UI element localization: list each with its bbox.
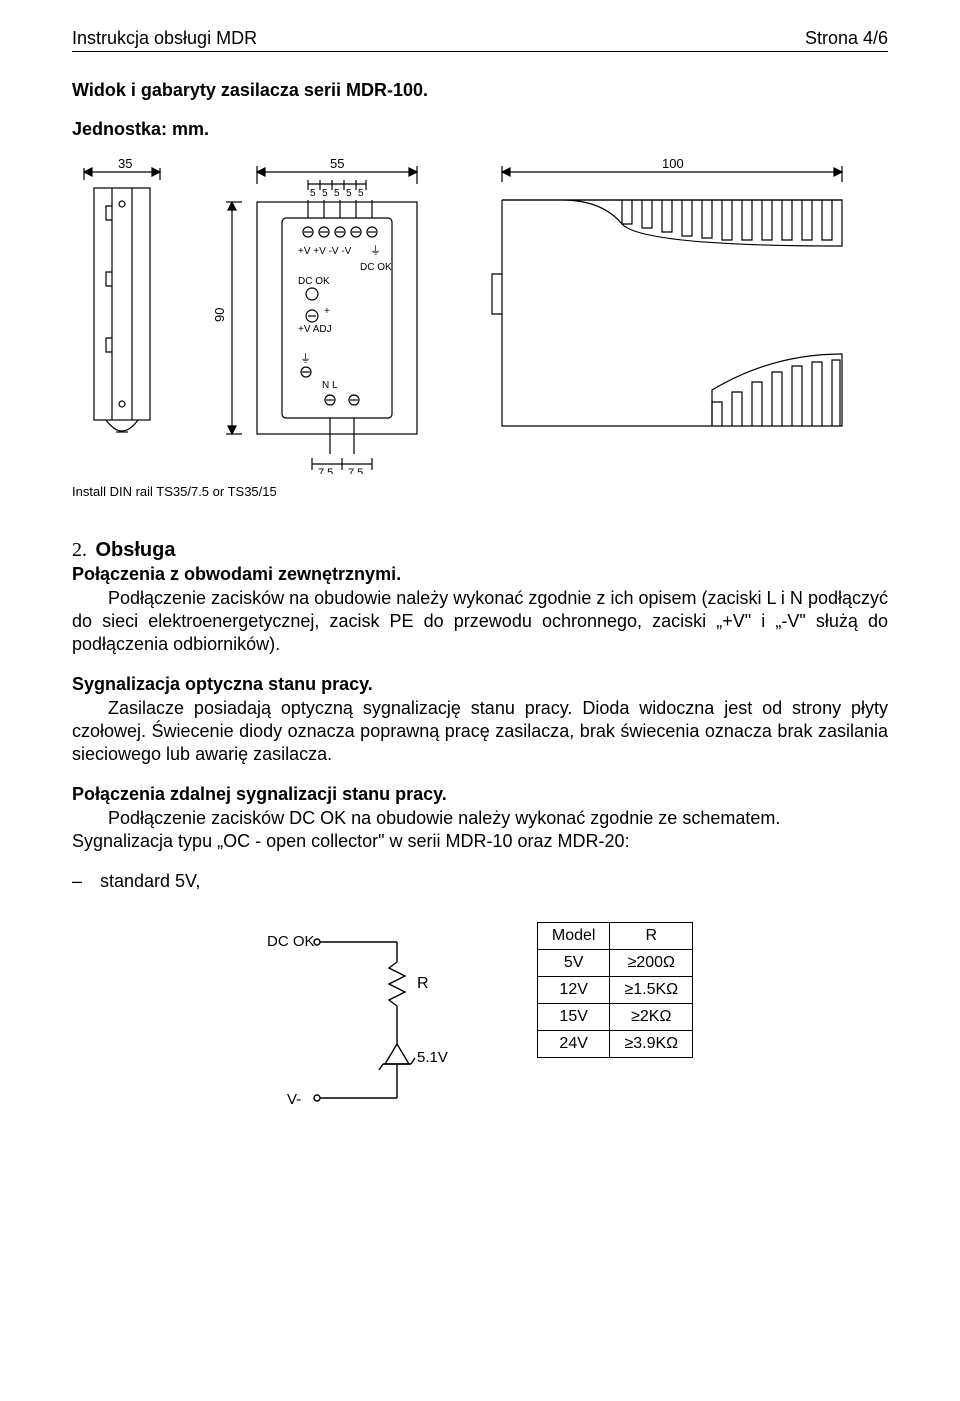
cell-model: 15V xyxy=(537,1004,610,1031)
label-dcok-l: DC OK xyxy=(298,276,330,287)
dim-pitch-4: 5 xyxy=(358,188,364,199)
table-row: 24V ≥3.9KΩ xyxy=(537,1031,692,1058)
dim-pitch-1: 5 xyxy=(322,188,328,199)
table-header-row: Model R xyxy=(537,923,692,950)
bullet-dash: – xyxy=(72,871,100,892)
dim-55: 55 xyxy=(330,156,344,171)
label-dcok-r: DC OK xyxy=(360,262,392,273)
cell-model: 5V xyxy=(537,950,610,977)
section-num: 2. xyxy=(72,539,87,561)
table-row: 5V ≥200Ω xyxy=(537,950,692,977)
cell-model: 24V xyxy=(537,1031,610,1058)
schematic-oc: DC OK R 5.1V V- xyxy=(267,922,507,1122)
label-dcok: DC OK xyxy=(267,933,315,950)
para-connections: Podłączenie zacisków na obudowie należy … xyxy=(72,587,888,656)
para-remote-a: Podłączenie zacisków DC OK na obudowie n… xyxy=(72,807,888,830)
header-rule xyxy=(72,51,888,52)
subheading-connections: Połączenia z obwodami zewnętrznymi. xyxy=(72,564,888,585)
dim-35: 35 xyxy=(118,156,132,171)
unit-line: Jednostka: mm. xyxy=(72,119,888,140)
header-right: Strona 4/6 xyxy=(805,28,888,49)
dim-100: 100 xyxy=(662,156,684,171)
page-header: Instrukcja obsługi MDR Strona 4/6 xyxy=(72,28,888,51)
label-r: R xyxy=(417,975,429,992)
th-model: Model xyxy=(537,923,610,950)
label-vminus: V- xyxy=(287,1091,301,1108)
label-terminals: +V +V -V -V xyxy=(298,246,352,257)
label-earth: ⏚ xyxy=(300,352,311,365)
dim-pitch-2: 5 xyxy=(334,188,340,199)
dim-7p5-l: 7.5 xyxy=(318,467,333,474)
label-ground: ⏚ xyxy=(370,244,381,257)
dim-90: 90 xyxy=(212,308,227,322)
label-plus: + xyxy=(324,306,330,317)
table-row: 12V ≥1.5KΩ xyxy=(537,977,692,1004)
para-remote-b: Sygnalizacja typu „OC - open collector" … xyxy=(72,830,888,853)
th-r: R xyxy=(610,923,693,950)
bullet-standard-5v: – standard 5V, xyxy=(72,871,888,892)
label-nl: N L xyxy=(322,380,338,391)
cell-r: ≥1.5KΩ xyxy=(610,977,693,1004)
drawing-front: 55 5 5 5 5 5 +V +V -V -V ⏚ DC OK DC OK +… xyxy=(212,154,462,474)
label-vadj: +V ADJ xyxy=(298,324,332,335)
drawing-left: 35 xyxy=(72,154,202,454)
para-optical: Zasilacze posiadają optyczną sygnalizacj… xyxy=(72,697,888,766)
bullet-text: standard 5V, xyxy=(100,871,200,892)
section-2-heading: 2. Obsługa xyxy=(72,539,888,562)
subheading-remote: Połączenia zdalnej sygnalizacji stanu pr… xyxy=(72,784,888,805)
page: Instrukcja obsługi MDR Strona 4/6 Widok … xyxy=(0,0,960,1162)
label-zener: 5.1V xyxy=(417,1049,448,1066)
dim-7p5-r: 7.5 xyxy=(348,467,363,474)
din-caption: Install DIN rail TS35/7.5 or TS35/15 xyxy=(72,484,888,499)
cell-r: ≥2KΩ xyxy=(610,1004,693,1031)
drawing-side: 100 xyxy=(472,154,872,454)
table-row: 15V ≥2KΩ xyxy=(537,1004,692,1031)
bottom-row: DC OK R 5.1V V- Model R 5V ≥200Ω 12V ≥1.… xyxy=(72,922,888,1122)
header-left: Instrukcja obsługi MDR xyxy=(72,28,257,49)
figure-title: Widok i gabaryty zasilacza serii MDR-100… xyxy=(72,80,888,101)
drawings-row: 35 xyxy=(72,154,888,474)
cell-model: 12V xyxy=(537,977,610,1004)
section-title: Obsługa xyxy=(95,539,175,561)
cell-r: ≥3.9KΩ xyxy=(610,1031,693,1058)
cell-r: ≥200Ω xyxy=(610,950,693,977)
dim-pitch-0: 5 xyxy=(310,188,316,199)
dim-pitch-3: 5 xyxy=(346,188,352,199)
subheading-optical: Sygnalizacja optyczna stanu pracy. xyxy=(72,674,888,695)
resistor-table: Model R 5V ≥200Ω 12V ≥1.5KΩ 15V ≥2KΩ 24V… xyxy=(537,922,693,1058)
